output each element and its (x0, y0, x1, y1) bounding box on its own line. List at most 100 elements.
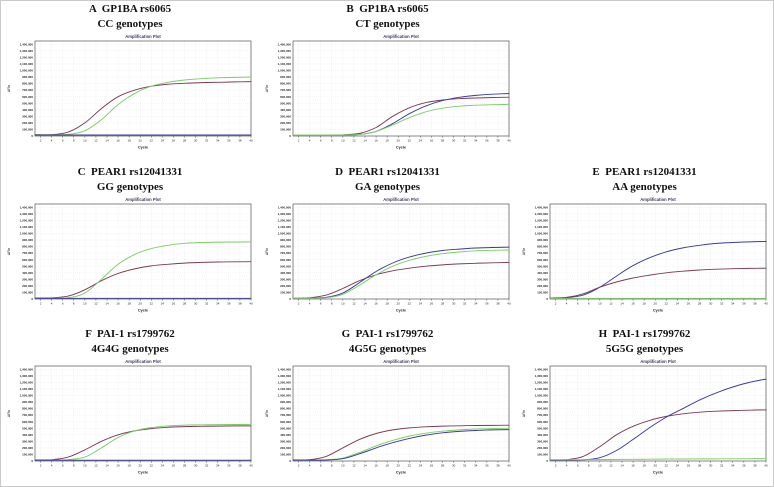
x-tick-label: 10 (83, 302, 87, 306)
y-tick-label: 500,000 (280, 264, 291, 268)
panel-e-plot: Amplification Plot 0 100,000 200,000 300,000… (522, 197, 768, 313)
x-tick-label: 20 (396, 464, 400, 468)
x-tick-label: 20 (653, 464, 657, 468)
x-tick-label: 6 (319, 302, 321, 306)
y-tick-label: 400,000 (280, 271, 291, 275)
x-tick-label: 22 (664, 302, 668, 306)
x-tick-label: 18 (127, 464, 131, 468)
panel-h-title-line2: 5G5G genotypes (605, 342, 684, 355)
x-tick-label: 20 (653, 302, 657, 306)
x-tick-label: 36 (485, 302, 489, 306)
x-tick-label: 8 (330, 139, 332, 143)
x-tick-label: 36 (227, 139, 231, 143)
y-tick-label: 700,000 (22, 88, 33, 92)
e-maroon-curve (549, 267, 766, 299)
y-tick-label: 1,400,000 (534, 205, 548, 209)
y-tick-label: 1,000,000 (534, 394, 548, 398)
a-maroon-curve (34, 81, 252, 136)
x-tick-label: 14 (363, 464, 367, 468)
y-tick-label: 900,000 (280, 400, 291, 404)
plot-title: Amplification Plot (383, 197, 419, 202)
x-tick-label: 24 (161, 464, 165, 468)
x-tick-label: 26 (429, 302, 433, 306)
x-tick-label: 18 (642, 302, 646, 306)
y-tick-label: 500,000 (22, 101, 33, 105)
x-tick-label: 28 (183, 139, 187, 143)
y-tick-label: 300,000 (537, 439, 548, 443)
y-axis-label: ΔRn (522, 410, 526, 417)
x-tick-label: 2 (40, 302, 42, 306)
y-tick-label: 900,000 (22, 75, 33, 79)
x-tick-label: 32 (720, 302, 724, 306)
x-tick-label: 4 (51, 302, 53, 306)
y-tick-label: 800,000 (22, 245, 33, 249)
panel-b: B GP1BA rs6065 CT genotypes Amplification … (259, 1, 516, 164)
b-green-curve (292, 103, 509, 136)
panel-h-plot: Amplification Plot 0 100,000 200,000 300,000… (522, 359, 768, 475)
y-tick-label: 1,100,000 (277, 62, 291, 66)
x-tick-label: 30 (194, 302, 198, 306)
x-tick-label: 24 (418, 302, 422, 306)
panel-f-title-line2: 4G4G genotypes (91, 342, 169, 355)
x-tick-label: 6 (319, 464, 321, 468)
panel-d-plot: Amplification Plot 0 100,000 200,000 300,000… (265, 197, 511, 313)
x-tick-label: 40 (249, 302, 253, 306)
e-blue-curve (549, 240, 766, 299)
panel-a-plot: Amplification Plot 0 100,000 200,000 300,000… (7, 34, 253, 150)
x-tick-label: 30 (708, 302, 712, 306)
x-tick-label: 22 (664, 464, 668, 468)
x-tick-label: 26 (686, 302, 690, 306)
x-tick-label: 30 (451, 302, 455, 306)
x-tick-label: 16 (374, 139, 378, 143)
y-tick-label: 1,400,000 (534, 367, 548, 371)
x-tick-label: 38 (238, 139, 242, 143)
y-tick-label: 700,000 (280, 251, 291, 255)
y-tick-label: 500,000 (537, 264, 548, 268)
y-axis-label: ΔRn (265, 410, 269, 417)
y-tick-label: 1,100,000 (277, 225, 291, 229)
x-tick-label: 18 (385, 139, 389, 143)
panel-h: H PAI-1 rs1799762 5G5G genotypes Amplifica… (516, 326, 773, 486)
x-tick-label: 32 (205, 302, 209, 306)
y-tick-label: 1,400,000 (277, 205, 291, 209)
panel-e: E PEAR1 rs12041331 AA genotypes Amplificat… (516, 164, 773, 326)
y-tick-label: 800,000 (537, 245, 548, 249)
x-tick-label: 2 (297, 464, 299, 468)
y-tick-label: 100,000 (22, 290, 33, 294)
y-tick-label: 1,100,000 (20, 225, 34, 229)
y-tick-label: 300,000 (537, 277, 548, 281)
y-tick-label: 1,100,000 (534, 387, 548, 391)
x-axis-label: Cycle (138, 470, 148, 474)
x-tick-label: 28 (183, 302, 187, 306)
y-tick-label: 0 (546, 297, 548, 301)
plot-title: Amplification Plot (640, 197, 676, 202)
y-tick-label: 200,000 (22, 284, 33, 288)
x-tick-label: 38 (238, 302, 242, 306)
y-tick-label: 1,200,000 (277, 218, 291, 222)
y-tick-label: 1,300,000 (534, 212, 548, 216)
y-tick-label: 1,300,000 (277, 374, 291, 378)
x-tick-label: 22 (150, 464, 154, 468)
x-axis-label: Cycle (652, 470, 662, 474)
g-blue-curve (292, 429, 509, 461)
g-green-curve (292, 427, 509, 461)
x-tick-label: 30 (194, 464, 198, 468)
x-tick-label: 6 (576, 302, 578, 306)
y-tick-label: 700,000 (280, 88, 291, 92)
y-tick-label: 100,000 (537, 452, 548, 456)
y-tick-label: 200,000 (280, 446, 291, 450)
x-tick-label: 6 (62, 464, 64, 468)
y-axis-label: ΔRn (522, 248, 526, 255)
y-axis-label: ΔRn (265, 248, 269, 255)
y-tick-label: 800,000 (280, 245, 291, 249)
x-tick-label: 14 (105, 302, 109, 306)
y-tick-label: 900,000 (537, 238, 548, 242)
x-tick-label: 24 (418, 139, 422, 143)
x-axis-label: Cycle (395, 470, 405, 474)
x-tick-label: 18 (127, 302, 131, 306)
x-tick-label: 12 (609, 464, 613, 468)
x-tick-label: 2 (297, 302, 299, 306)
y-tick-label: 400,000 (280, 433, 291, 437)
y-tick-label: 900,000 (537, 400, 548, 404)
x-tick-label: 12 (94, 464, 98, 468)
